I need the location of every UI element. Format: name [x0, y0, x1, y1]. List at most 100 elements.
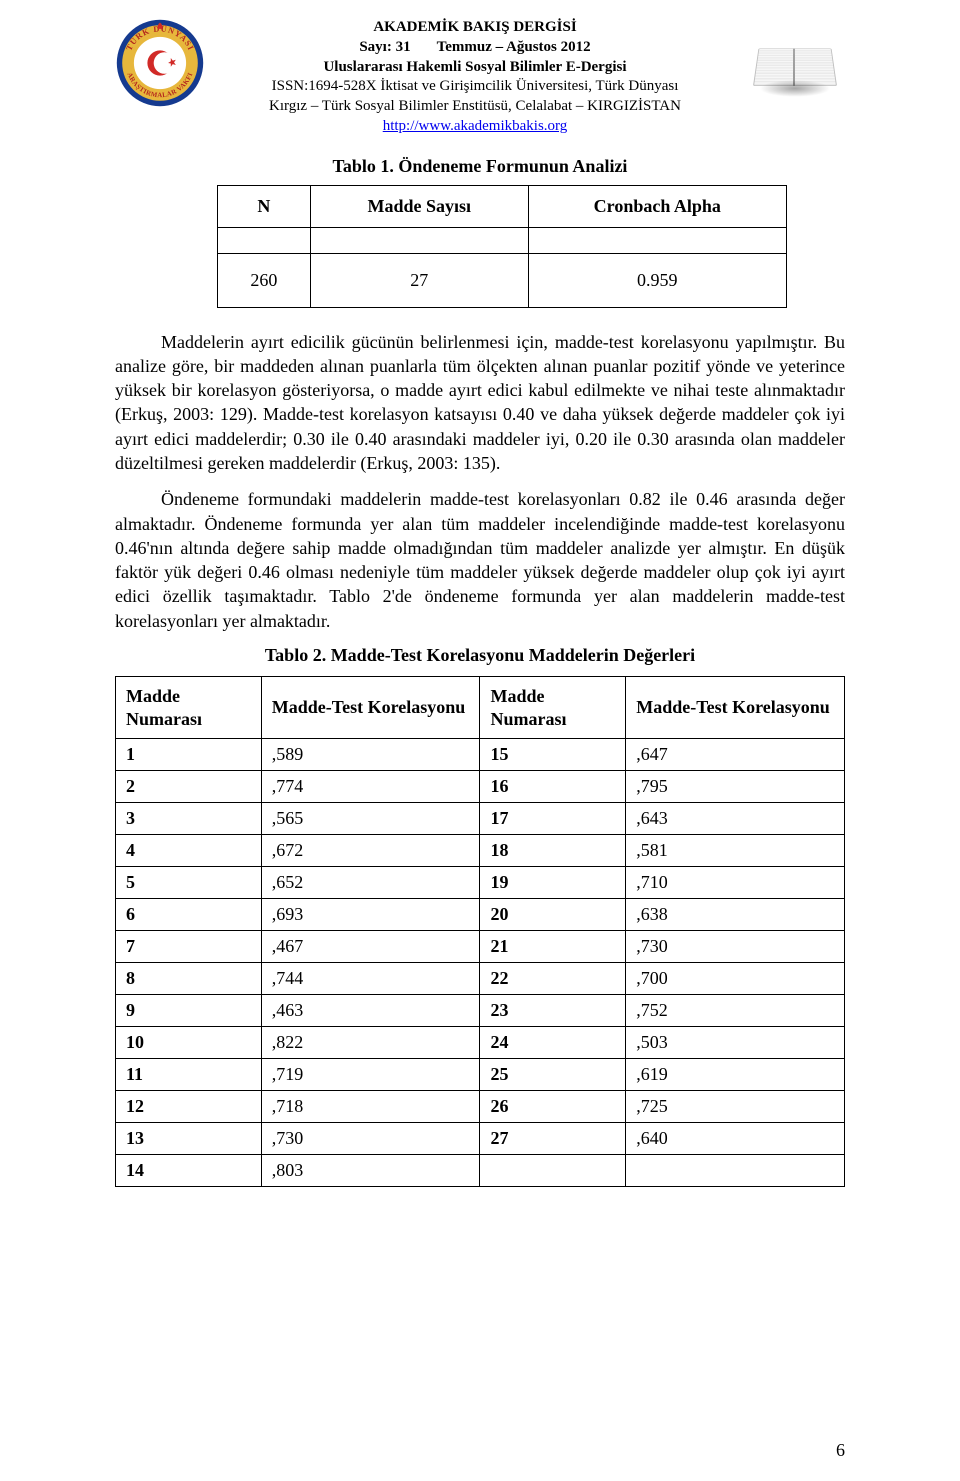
- table2-cell: ,652: [261, 867, 480, 899]
- table2-cell: 7: [116, 931, 262, 963]
- table2-cell: [480, 1155, 626, 1187]
- table2-cell: 9: [116, 995, 262, 1027]
- table2-cell: ,640: [626, 1123, 845, 1155]
- table2: Madde Numarası Madde-Test Korelasyonu Ma…: [115, 676, 845, 1187]
- table2-cell: ,730: [626, 931, 845, 963]
- table2-cell: 10: [116, 1027, 262, 1059]
- table2-cell: 8: [116, 963, 262, 995]
- table2-header-cell: Madde-Test Korelasyonu: [261, 677, 480, 739]
- issue-line: Sayı: 31 Temmuz – Ağustos 2012: [215, 38, 735, 57]
- table-row: 1,58915,647: [116, 739, 845, 771]
- table-row: 13,73027,640: [116, 1123, 845, 1155]
- table-row: 2,77416,795: [116, 771, 845, 803]
- table2-cell: ,463: [261, 995, 480, 1027]
- table2-cell: 18: [480, 835, 626, 867]
- table2-cell: 17: [480, 803, 626, 835]
- table2-cell: 5: [116, 867, 262, 899]
- table2-cell: ,581: [626, 835, 845, 867]
- table2-header-row: Madde Numarası Madde-Test Korelasyonu Ma…: [116, 677, 845, 739]
- table2-cell: 14: [116, 1155, 262, 1187]
- table2-cell: ,822: [261, 1027, 480, 1059]
- table-row: 10,82224,503: [116, 1027, 845, 1059]
- table2-cell: 20: [480, 899, 626, 931]
- journal-url-link[interactable]: http://www.akademikbakis.org: [383, 118, 568, 134]
- table2-header-cell: Madde-Test Korelasyonu: [626, 677, 845, 739]
- table2-cell: 13: [116, 1123, 262, 1155]
- table2-cell: ,693: [261, 899, 480, 931]
- table2-cell: 21: [480, 931, 626, 963]
- table2-cell: ,718: [261, 1091, 480, 1123]
- table2-cell: ,730: [261, 1123, 480, 1155]
- journal-subtitle: Uluslararası Hakemli Sosyal Bilimler E-D…: [215, 58, 735, 77]
- table2-cell: ,744: [261, 963, 480, 995]
- table2-cell: 6: [116, 899, 262, 931]
- table2-cell: 19: [480, 867, 626, 899]
- table2-cell: ,719: [261, 1059, 480, 1091]
- table2-cell: 26: [480, 1091, 626, 1123]
- table1-header-cell: Madde Sayısı: [310, 185, 529, 227]
- issue-prefix: Sayı: 31: [359, 39, 410, 55]
- table-row: 12,71826,725: [116, 1091, 845, 1123]
- table2-cell: ,803: [261, 1155, 480, 1187]
- table2-cell: 24: [480, 1027, 626, 1059]
- table2-cell: ,710: [626, 867, 845, 899]
- table2-title: Tablo 2. Madde-Test Korelasyonu Maddeler…: [115, 645, 845, 666]
- table2-cell: ,503: [626, 1027, 845, 1059]
- table2-cell: ,467: [261, 931, 480, 963]
- table1-spacer-row: [218, 227, 786, 253]
- table-row: 14,803: [116, 1155, 845, 1187]
- journal-header: TÜRK DÜNYASI ARAŞTIRMALAR VAKFI AKADEMİK…: [115, 18, 845, 136]
- table2-cell: ,672: [261, 835, 480, 867]
- issue-date: Temmuz – Ağustos 2012: [437, 39, 591, 55]
- table1-cell: 260: [218, 253, 310, 307]
- table2-cell: ,589: [261, 739, 480, 771]
- table-row: 9,46323,752: [116, 995, 845, 1027]
- table2-header-cell: Madde Numarası: [116, 677, 262, 739]
- table1-header-row: N Madde Sayısı Cronbach Alpha: [218, 185, 786, 227]
- paragraph-1: Maddelerin ayırt edicilik gücünün belirl…: [115, 330, 845, 476]
- header-text-block: AKADEMİK BAKIŞ DERGİSİ Sayı: 31 Temmuz –…: [215, 18, 735, 136]
- table-row: 4,67218,581: [116, 835, 845, 867]
- table2-cell: ,643: [626, 803, 845, 835]
- table2-cell: 15: [480, 739, 626, 771]
- table2-cell: 27: [480, 1123, 626, 1155]
- table2-cell: ,700: [626, 963, 845, 995]
- foundation-logo: TÜRK DÜNYASI ARAŞTIRMALAR VAKFI: [115, 18, 205, 108]
- table2-cell: 23: [480, 995, 626, 1027]
- table-row: 3,56517,643: [116, 803, 845, 835]
- table1-cell: 27: [310, 253, 529, 307]
- table2-cell: ,638: [626, 899, 845, 931]
- table2-cell: [626, 1155, 845, 1187]
- table1-title: Tablo 1. Öndeneme Formunun Analizi: [115, 156, 845, 177]
- table2-cell: ,619: [626, 1059, 845, 1091]
- open-book-icon: [745, 18, 845, 98]
- table2-cell: ,774: [261, 771, 480, 803]
- table2-cell: 1: [116, 739, 262, 771]
- issn-line: ISSN:1694-528X İktisat ve Girişimcilik Ü…: [215, 77, 735, 96]
- table2-cell: 4: [116, 835, 262, 867]
- table1-header-cell: Cronbach Alpha: [529, 185, 787, 227]
- table1-cell: 0.959: [529, 253, 787, 307]
- table2-cell: ,647: [626, 739, 845, 771]
- table-row: 6,69320,638: [116, 899, 845, 931]
- table2-cell: 22: [480, 963, 626, 995]
- journal-title: AKADEMİK BAKIŞ DERGİSİ: [215, 18, 735, 37]
- table1-header-cell: N: [218, 185, 310, 227]
- paragraph-2: Öndeneme formundaki maddelerin madde-tes…: [115, 487, 845, 633]
- table2-header-cell: Madde Numarası: [480, 677, 626, 739]
- table-row: 7,46721,730: [116, 931, 845, 963]
- affiliation-line: Kırgız – Türk Sosyal Bilimler Enstitüsü,…: [215, 97, 735, 116]
- table-row: 5,65219,710: [116, 867, 845, 899]
- page: TÜRK DÜNYASI ARAŞTIRMALAR VAKFI AKADEMİK…: [0, 0, 960, 1481]
- table2-cell: 2: [116, 771, 262, 803]
- table2-cell: 3: [116, 803, 262, 835]
- table2-cell: 11: [116, 1059, 262, 1091]
- table-row: 11,71925,619: [116, 1059, 845, 1091]
- table2-cell: ,565: [261, 803, 480, 835]
- table1-data-row: 260 27 0.959: [218, 253, 786, 307]
- table2-cell: ,795: [626, 771, 845, 803]
- table-row: 8,74422,700: [116, 963, 845, 995]
- page-number: 6: [836, 1440, 845, 1461]
- table2-cell: 16: [480, 771, 626, 803]
- table2-cell: ,752: [626, 995, 845, 1027]
